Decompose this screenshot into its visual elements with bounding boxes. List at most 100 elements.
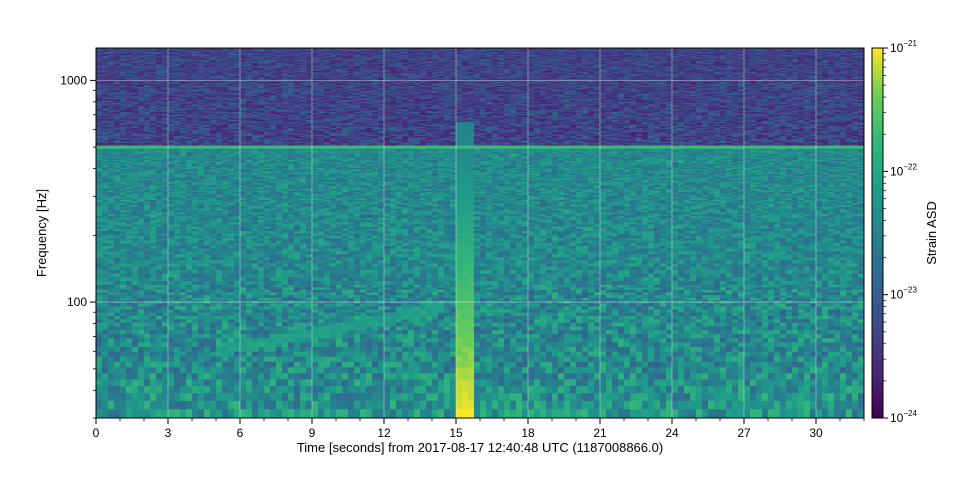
heatmap-cell	[564, 286, 571, 290]
heatmap-cell	[546, 253, 553, 258]
heatmap-cell	[210, 333, 217, 339]
heatmap-cell	[222, 259, 229, 264]
heatmap-cell	[402, 372, 409, 380]
heatmap-cell	[456, 300, 463, 304]
heatmap-cell	[822, 361, 829, 368]
heatmap-cell	[330, 361, 337, 368]
heatmap-cell	[372, 318, 379, 323]
heatmap-cell	[120, 315, 127, 320]
heatmap-cell	[540, 400, 547, 410]
heatmap-cell	[132, 273, 139, 278]
heatmap-cell	[648, 253, 655, 258]
heatmap-cell	[336, 297, 343, 301]
heatmap-cell	[330, 256, 337, 261]
heatmap-cell	[672, 351, 679, 357]
heatmap-cell	[198, 263, 205, 267]
heatmap-cell	[348, 309, 355, 313]
heatmap-cell	[246, 315, 253, 320]
heatmap-cell	[402, 266, 409, 271]
heatmap-cell	[498, 322, 505, 327]
heatmap-cell	[120, 372, 127, 380]
heatmap-cell	[480, 297, 487, 301]
heatmap-cell	[558, 273, 565, 278]
heatmap-cell	[618, 280, 625, 285]
heatmap-cell	[264, 273, 271, 278]
heatmap-cell	[414, 266, 421, 271]
heatmap-cell	[378, 356, 385, 362]
heatmap-cell	[756, 253, 763, 258]
heatmap-cell	[324, 306, 331, 310]
heatmap-cell	[612, 329, 619, 335]
heatmap-cell	[606, 351, 613, 357]
heatmap-cell	[174, 408, 181, 418]
heatmap-cell	[858, 259, 864, 264]
heatmap-cell	[504, 294, 511, 298]
heatmap-cell	[396, 356, 403, 362]
heatmap-cell	[624, 351, 631, 357]
heatmap-cell	[156, 259, 163, 264]
heatmap-cell	[258, 284, 265, 288]
heatmap-cell	[192, 309, 199, 313]
heatmap-cell	[498, 408, 505, 418]
heatmap-cell	[726, 351, 733, 357]
heatmap-cell	[630, 346, 637, 352]
heatmap-cell	[288, 400, 295, 410]
heatmap-cell	[600, 289, 607, 293]
heatmap-cell	[360, 306, 367, 310]
heatmap-cell	[360, 289, 367, 293]
heatmap-cell	[204, 294, 211, 298]
heatmap-cell	[768, 297, 775, 301]
heatmap-cell	[660, 266, 667, 271]
heatmap-cell	[270, 273, 277, 278]
heatmap-cell	[534, 318, 541, 323]
heatmap-cell	[564, 292, 571, 296]
heatmap-cell	[576, 318, 583, 323]
heatmap-cell	[708, 273, 715, 278]
heatmap-cell	[726, 286, 733, 290]
heatmap-cell	[222, 342, 229, 347]
heatmap-cell	[432, 256, 439, 261]
heatmap-cell	[174, 378, 181, 386]
heatmap-cell	[162, 286, 169, 290]
heatmap-cell	[624, 286, 631, 290]
heatmap-cell	[702, 378, 709, 386]
heatmap-cell	[288, 284, 295, 288]
heatmap-cell	[234, 326, 241, 331]
heatmap-cell	[708, 326, 715, 331]
heatmap-cell	[648, 333, 655, 339]
heatmap-cell	[390, 315, 397, 320]
heatmap-cell	[450, 300, 457, 304]
heatmap-cell	[558, 292, 565, 296]
heatmap-cell	[564, 256, 571, 261]
heatmap-cell	[360, 266, 367, 271]
heatmap-cell	[114, 385, 121, 394]
heatmap-cell	[636, 306, 643, 310]
heatmap-cell	[684, 269, 691, 274]
heatmap-cell	[294, 400, 301, 410]
heatmap-cell	[714, 356, 721, 362]
heatmap-cell	[852, 361, 859, 368]
heatmap-cell	[642, 372, 649, 380]
heatmap-cell	[420, 259, 427, 264]
heatmap-cell	[306, 385, 313, 394]
heatmap-cell	[762, 346, 769, 352]
heatmap-cell	[564, 318, 571, 323]
heatmap-cell	[540, 280, 547, 285]
heatmap-cell	[624, 266, 631, 271]
heatmap-cell	[624, 356, 631, 362]
heatmap-cell	[390, 356, 397, 362]
heatmap-cell	[192, 318, 199, 323]
heatmap-cell	[390, 284, 397, 288]
heatmap-cell	[486, 366, 493, 374]
heatmap-cell	[594, 273, 601, 278]
heatmap-cell	[732, 303, 739, 307]
heatmap-cell	[132, 318, 139, 323]
heatmap-cell	[276, 356, 283, 362]
heatmap-cell	[348, 329, 355, 335]
heatmap-cell	[186, 284, 193, 288]
heatmap-cell	[612, 385, 619, 394]
heatmap-cell	[756, 294, 763, 298]
heatmap-cell	[216, 329, 223, 335]
heatmap-cell	[378, 306, 385, 310]
heatmap-cell	[552, 400, 559, 410]
